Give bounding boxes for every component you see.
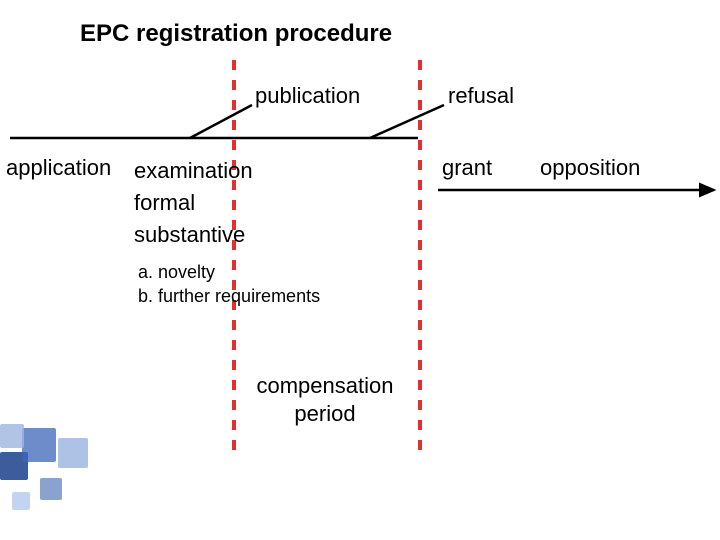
label-examination: examination formal substantive bbox=[134, 155, 253, 251]
page-title: EPC registration procedure bbox=[80, 20, 392, 48]
label-opposition: opposition bbox=[540, 155, 640, 181]
label-refusal: refusal bbox=[448, 83, 514, 109]
label-application: application bbox=[6, 155, 111, 181]
label-publication: publication bbox=[255, 83, 360, 109]
label-grant: grant bbox=[442, 155, 492, 181]
decorative-corner bbox=[0, 420, 140, 540]
label-sub-further: b. further requirements bbox=[138, 286, 320, 307]
label-sub-novelty: a. novelty bbox=[138, 262, 215, 283]
label-compensation: compensation period bbox=[245, 372, 405, 428]
